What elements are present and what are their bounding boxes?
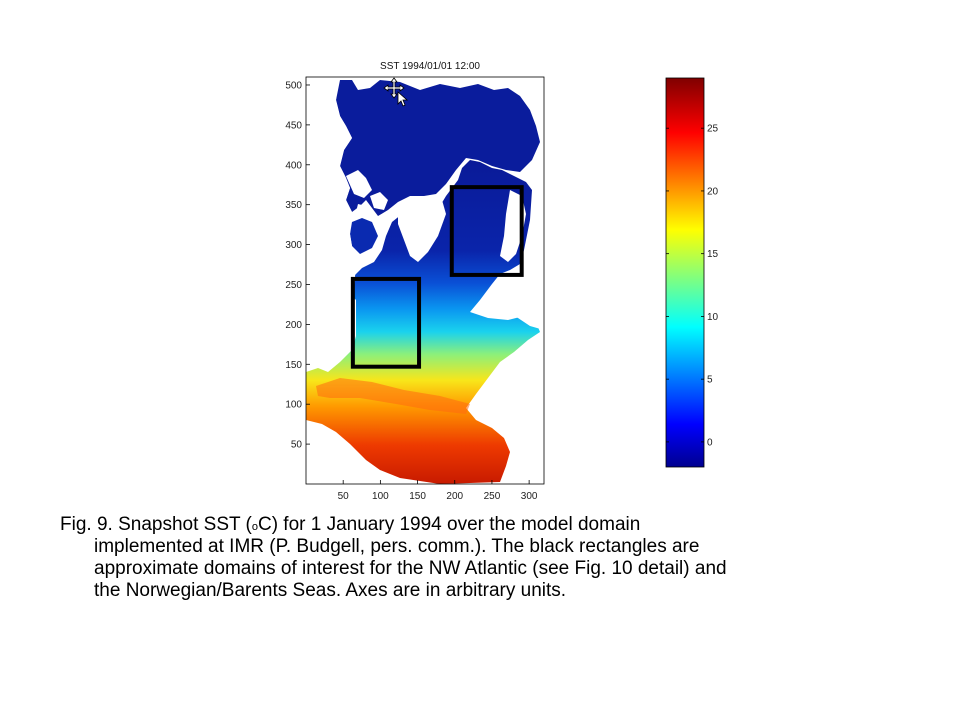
x-tick-label: 100 — [372, 491, 389, 502]
colorbar — [665, 77, 705, 468]
arctic-basin — [336, 80, 540, 216]
y-tick-label: 400 — [285, 160, 302, 171]
colorbar-tick-label: 10 — [707, 312, 719, 323]
y-tick-label: 50 — [291, 440, 303, 451]
x-axis: 50 100 150 200 250 300 — [338, 480, 538, 502]
gulf-stream — [316, 378, 470, 414]
colorbar-tick-label: 0 — [707, 437, 713, 448]
hudson-bay — [350, 218, 378, 254]
y-tick-label: 250 — [285, 280, 302, 291]
y-tick-label: 450 — [285, 120, 302, 131]
colorbar-tick-label: 5 — [707, 375, 713, 386]
caption-text-b: C) for 1 January 1994 over the model dom… — [257, 514, 641, 535]
domain-rectangles — [350, 185, 524, 369]
domain-rectangle — [449, 185, 524, 277]
southern-land — [306, 436, 544, 484]
colorbar-tick-label: 20 — [707, 186, 719, 197]
x-tick-label: 150 — [409, 491, 426, 502]
caption-line-3: approximate domains of interest for the … — [94, 558, 727, 579]
colorbar-tick-label: 15 — [707, 249, 719, 260]
y-tick-label: 350 — [285, 200, 302, 211]
greenland — [398, 196, 446, 262]
x-tick-label: 250 — [484, 491, 501, 502]
archipelago — [346, 170, 388, 214]
x-tick-label: 50 — [338, 491, 350, 502]
sst-field — [306, 77, 544, 484]
y-tick-label: 200 — [285, 320, 302, 331]
y-tick-label: 300 — [285, 240, 302, 251]
caption-superscript: o — [251, 521, 258, 533]
colorbar-ticks: 0 5 10 15 20 25 — [666, 124, 719, 448]
caption-line-4: the Norwegian/Barents Seas. Axes are in … — [94, 580, 567, 601]
x-tick-label: 200 — [446, 491, 463, 502]
x-tick-label: 300 — [521, 491, 538, 502]
scandinavia — [500, 190, 526, 262]
europe-land — [496, 290, 544, 330]
y-tick-label: 500 — [285, 80, 302, 91]
y-tick-label: 150 — [285, 360, 302, 371]
ocean-region — [306, 160, 540, 484]
caption-line-1: Fig. 9. Snapshot SST (oC) for 1 January … — [60, 514, 910, 536]
caption-line-2: implemented at IMR (P. Budgell, pers. co… — [94, 536, 700, 557]
caption-text-a: Fig. 9. Snapshot SST ( — [60, 514, 252, 535]
north-america — [306, 77, 356, 366]
y-axis: 50 100 150 200 250 300 350 400 450 500 — [285, 80, 310, 451]
plot-frame — [305, 76, 545, 485]
colorbar-tick-label: 25 — [707, 124, 719, 135]
y-tick-label: 100 — [285, 400, 302, 411]
plot-title: SST 1994/01/01 12:00 — [380, 61, 480, 72]
move-cursor-icon — [383, 77, 409, 107]
figure-caption: Fig. 9. Snapshot SST (oC) for 1 January … — [60, 514, 910, 602]
domain-rectangle — [350, 276, 422, 369]
